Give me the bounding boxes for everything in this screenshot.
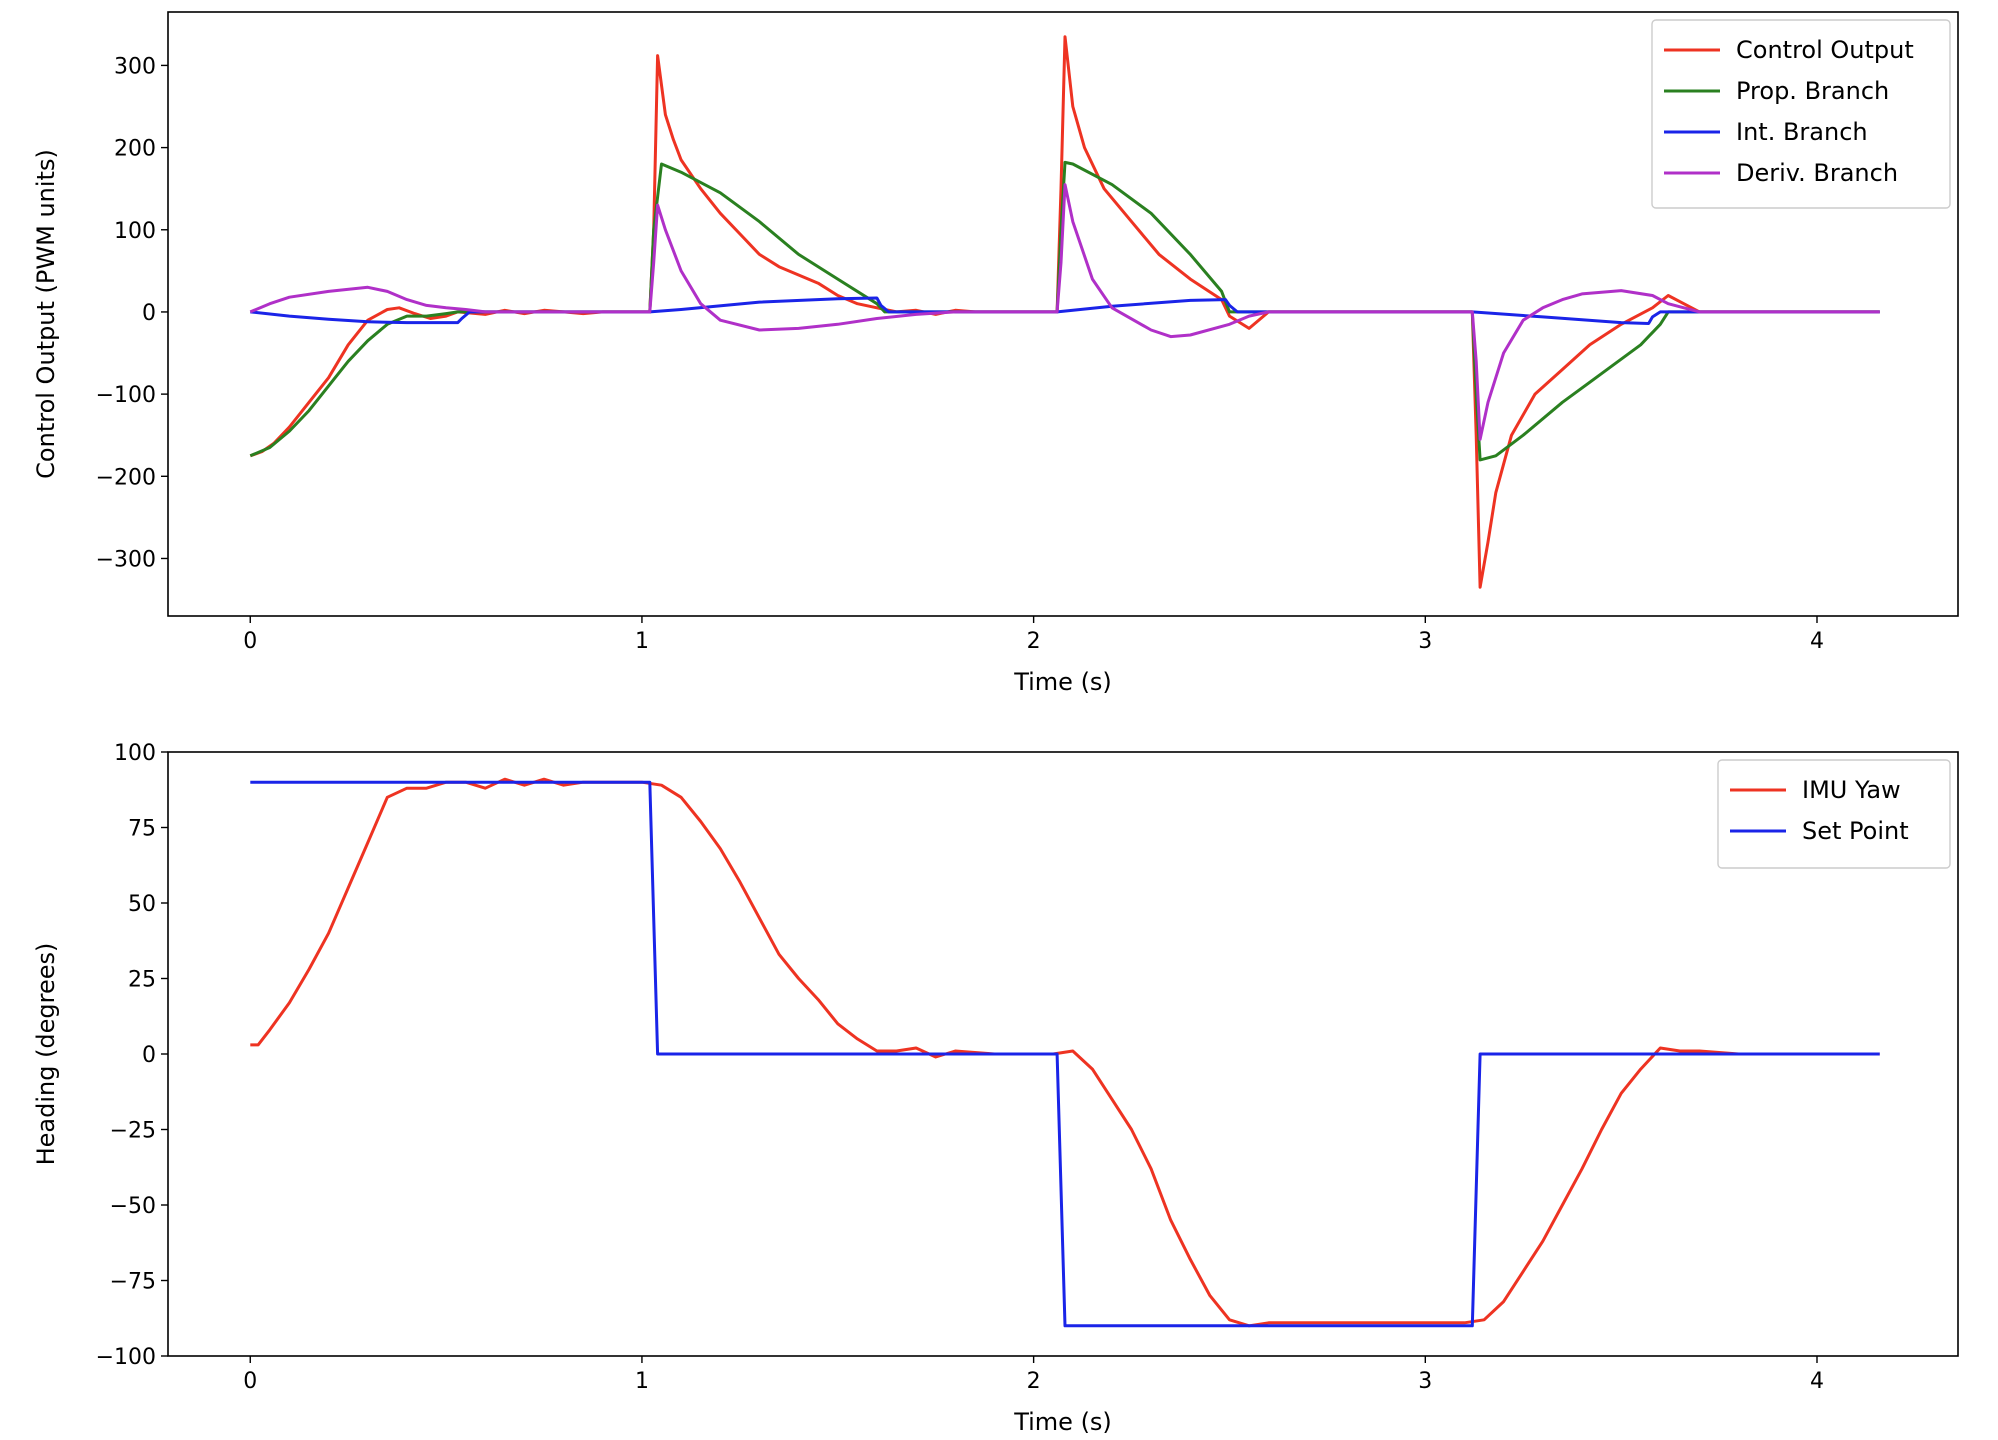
y-tick-label: 100: [114, 741, 156, 766]
y-tick-label: 75: [128, 817, 156, 842]
x-tick-label: 2: [1027, 1369, 1041, 1394]
x-tick-label: 0: [243, 1369, 257, 1394]
y-tick-label: −25: [110, 1119, 156, 1144]
y-tick-label: 200: [114, 137, 156, 162]
x-tick-label: 0: [243, 629, 257, 654]
legend: IMU Yaw Set Point: [1717, 759, 1951, 869]
y-tick-label: 25: [128, 968, 156, 993]
x-axis-label: Time (s): [1013, 668, 1112, 696]
y-tick-label: 100: [114, 219, 156, 244]
y-tick-label: 50: [128, 892, 156, 917]
legend-box: [1651, 19, 1951, 209]
series-line-deriv-branch: [249, 183, 1880, 441]
legend-label: Deriv. Branch: [1736, 159, 1898, 187]
plot-frame: [167, 11, 1959, 617]
y-tick-label: 0: [142, 1043, 156, 1068]
y-axis-label: Control Output (PWM units): [32, 149, 60, 479]
x-tick-label: 3: [1418, 629, 1432, 654]
heading-chart: 0 1 2 3 4 −100 −75 −50 −25 0 25 50 75 100 Time (s) Head…: [32, 741, 1959, 1436]
x-tick-label: 3: [1418, 1369, 1432, 1394]
legend-label: Prop. Branch: [1736, 77, 1889, 105]
series-line-set-point: [250, 780, 1880, 1328]
series-line-int-branch: [250, 296, 1880, 325]
control-output-chart: 0 1 2 3 4 −300 −200 −100 0 100 200 300 Time (s) Contr…: [32, 11, 1959, 696]
y-tick-label: 300: [114, 54, 156, 79]
x-tick-label: 1: [635, 1369, 649, 1394]
x-tick-label: 1: [635, 629, 649, 654]
y-tick-label: 0: [142, 301, 156, 326]
x-tick-label: 2: [1027, 629, 1041, 654]
legend-box: [1717, 759, 1951, 869]
y-tick-label: −50: [110, 1194, 156, 1219]
x-axis-label: Time (s): [1013, 1408, 1112, 1436]
y-tick-label: −100: [96, 1345, 156, 1370]
y-tick-label: −75: [110, 1270, 156, 1295]
legend-label: Int. Branch: [1736, 118, 1868, 146]
y-tick-label: −200: [96, 465, 156, 490]
legend-label: IMU Yaw: [1802, 776, 1901, 804]
y-axis-label: Heading (degrees): [32, 943, 60, 1166]
x-tick-label: 4: [1810, 1369, 1824, 1394]
y-tick-label: −100: [96, 383, 156, 408]
legend-label: Set Point: [1802, 817, 1909, 845]
legend-label: Control Output: [1736, 36, 1914, 64]
x-tick-label: 4: [1810, 629, 1824, 654]
y-tick-label: −300: [96, 547, 156, 572]
legend: Control Output Prop. Branch Int. Branch Der…: [1651, 19, 1951, 209]
